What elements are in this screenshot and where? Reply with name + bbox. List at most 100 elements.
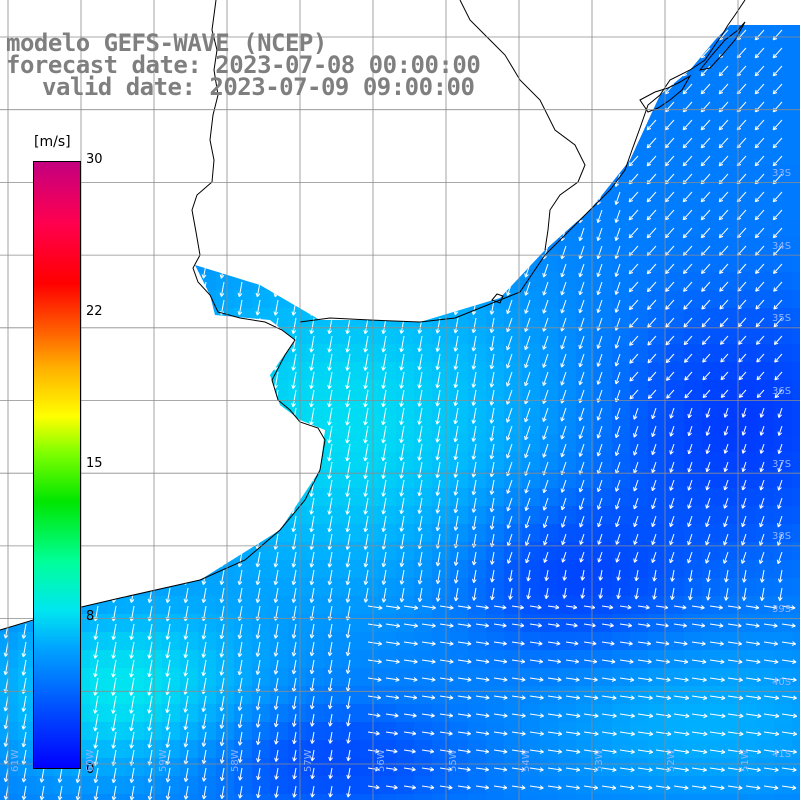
speed-cell (162, 200, 181, 219)
speed-cell (630, 25, 649, 39)
speed-cell (612, 398, 631, 417)
speed-cell (432, 434, 451, 453)
speed-cell (630, 722, 649, 741)
speed-cell (792, 56, 800, 75)
speed-cell (324, 254, 343, 273)
speed-cell (396, 380, 415, 399)
speed-cell (396, 290, 415, 309)
speed-cell (738, 416, 757, 435)
speed-cell (270, 686, 289, 705)
speed-cell (180, 722, 199, 741)
speed-cell (738, 650, 757, 669)
speed-cell (792, 236, 800, 255)
speed-cell (162, 776, 181, 795)
speed-cell (792, 344, 800, 363)
speed-cell (756, 722, 775, 741)
wind-arrow (542, 299, 549, 314)
lat-label: 36S (772, 386, 792, 397)
wind-arrow (273, 281, 279, 298)
speed-cell (540, 650, 559, 669)
speed-cell (198, 722, 217, 741)
speed-cell (522, 542, 541, 561)
speed-cell (360, 578, 379, 597)
speed-cell (0, 686, 19, 705)
speed-cell (180, 218, 199, 237)
speed-cell (396, 236, 415, 255)
speed-cell (144, 362, 163, 381)
speed-cell (612, 56, 631, 75)
wind-arrow (772, 83, 783, 95)
speed-cell (252, 344, 271, 363)
wind-arrow (596, 263, 603, 278)
speed-cell (234, 578, 253, 597)
speed-cell (396, 326, 415, 345)
speed-cell (144, 740, 163, 759)
wind-arrow (542, 155, 549, 169)
speed-cell (630, 614, 649, 633)
speed-cell (342, 110, 361, 129)
speed-cell (378, 758, 397, 777)
speed-cell (666, 452, 685, 471)
speed-cell (0, 524, 19, 543)
speed-cell (198, 218, 217, 237)
wind-arrow (399, 263, 405, 279)
speed-cell (432, 272, 451, 291)
wind-arrow (237, 299, 243, 316)
wind-arrow (435, 227, 441, 243)
speed-cell (252, 668, 271, 687)
wind-arrow (255, 209, 261, 225)
speed-cell (468, 344, 487, 363)
wind-arrow (381, 155, 387, 170)
wind-arrow (399, 299, 405, 316)
speed-cell (270, 704, 289, 723)
speed-cell (288, 128, 307, 147)
speed-cell (306, 776, 325, 795)
speed-cell (342, 776, 361, 795)
speed-cell (396, 794, 415, 800)
speed-cell (198, 776, 217, 795)
speed-cell (522, 722, 541, 741)
speed-cell (126, 506, 145, 525)
speed-cell (612, 326, 631, 345)
wind-arrow (646, 29, 657, 41)
speed-cell (702, 722, 721, 741)
speed-cell (216, 272, 235, 291)
wind-arrow (183, 497, 189, 514)
speed-cell (594, 632, 613, 651)
speed-cell (594, 722, 613, 741)
wind-arrow (93, 137, 99, 152)
wind-arrow (111, 389, 117, 405)
speed-cell (0, 704, 19, 723)
speed-cell (468, 542, 487, 561)
wind-arrow (273, 137, 279, 152)
speed-cell (288, 488, 307, 507)
wind-arrow (524, 245, 531, 260)
lat-label: 33S (772, 168, 792, 179)
wind-arrow (291, 209, 297, 225)
speed-cell (432, 776, 451, 795)
speed-cell (342, 614, 361, 633)
wind-arrow (147, 515, 153, 531)
speed-cell (576, 434, 595, 453)
speed-cell (180, 416, 199, 435)
wind-arrow (165, 263, 171, 279)
speed-cell (270, 146, 289, 165)
speed-cell (216, 182, 235, 201)
speed-cell (774, 632, 793, 651)
speed-cell (666, 398, 685, 417)
speed-cell (90, 488, 109, 507)
wind-arrow (417, 299, 423, 316)
speed-cell (144, 326, 163, 345)
lon-label: 51W (740, 749, 751, 772)
speed-cell (558, 236, 577, 255)
speed-cell (594, 362, 613, 381)
speed-cell (360, 794, 379, 800)
wind-arrow (524, 155, 531, 170)
speed-cell (558, 506, 577, 525)
speed-cell (234, 254, 253, 273)
speed-cell (324, 596, 343, 615)
wind-arrow (773, 263, 783, 274)
wind-arrow (273, 263, 279, 279)
speed-cell (486, 308, 505, 327)
speed-cell (360, 128, 379, 147)
